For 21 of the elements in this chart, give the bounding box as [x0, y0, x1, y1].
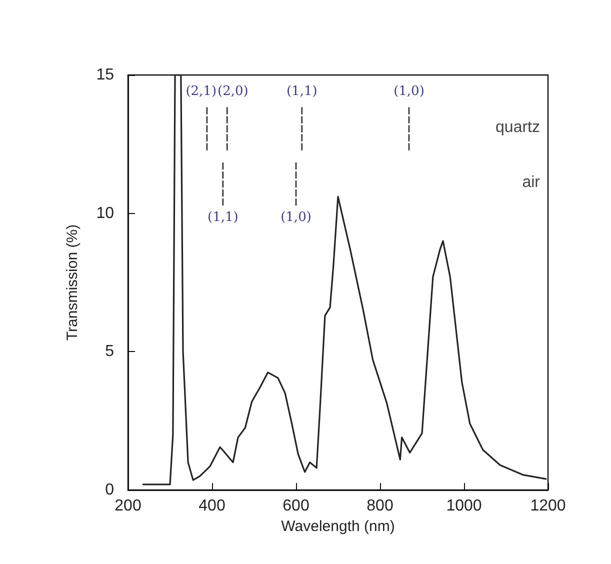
annotation: (1,1) [208, 210, 238, 226]
annotation: (1,0) [394, 84, 424, 99]
y-tick-label: 15 [96, 66, 114, 84]
x-tick-label: 200 [114, 498, 142, 514]
annotation: (1,1) [286, 84, 318, 99]
x-axis-title: Wavelength (nm) [281, 518, 395, 535]
x-tick-label: 400 [198, 498, 226, 514]
annotation: (2,1) [186, 84, 217, 99]
text: air [522, 174, 541, 192]
y-axis-title: Transmission (%) [64, 224, 81, 341]
x-tick-label: 1200 [530, 498, 566, 514]
x-tick-label: 1000 [446, 498, 482, 514]
x-tick-label: 600 [282, 498, 310, 514]
y-tick-label: 5 [105, 343, 114, 360]
y-tick-label: 10 [96, 204, 114, 222]
annotation: (2,0) [218, 84, 248, 99]
text: quartz [496, 118, 540, 136]
y-tick-label: 0 [105, 482, 114, 498]
annotation: (1,0) [280, 210, 312, 226]
x-tick-label: 800 [366, 498, 394, 514]
line-series [142, 74, 547, 486]
